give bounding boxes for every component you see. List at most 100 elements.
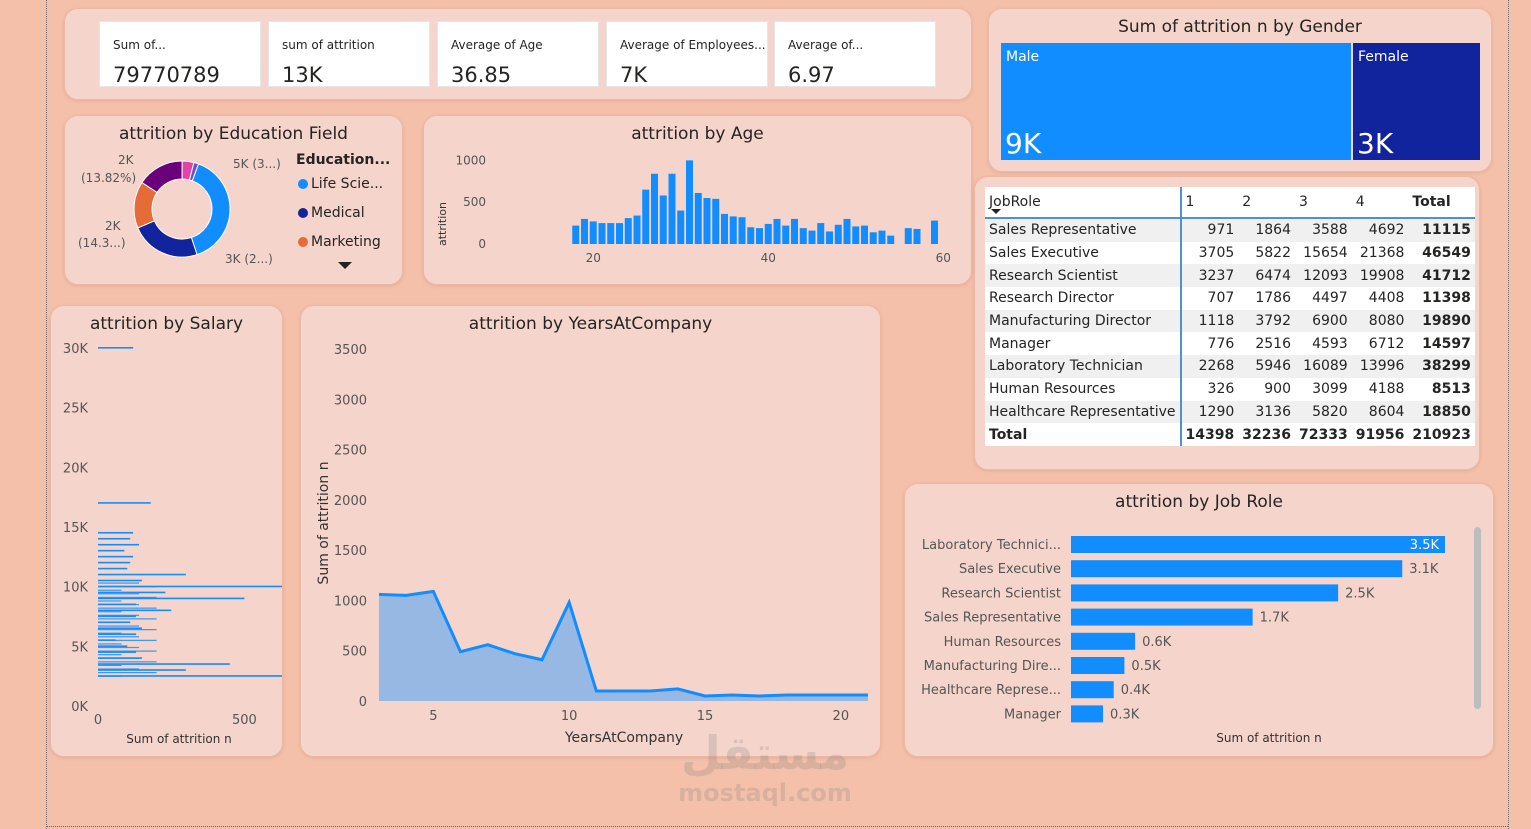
salary-bar [98, 650, 157, 652]
salary-bar [98, 639, 157, 641]
age-bar [773, 218, 781, 244]
matrix-row-label: Sales Executive [985, 241, 1182, 265]
salary-bar [98, 573, 186, 576]
jobrole-bar [1071, 584, 1339, 602]
jobrole-category-label: Healthcare Represe... [921, 683, 1061, 698]
kpi-value: 7K [620, 63, 648, 87]
years-area-chart[interactable]: YearsAtCompany Sum of attrition n 3500 30… [301, 306, 880, 756]
education-title: attrition by Education Field [119, 124, 348, 144]
legend-item-marketing[interactable]: Marketing [298, 234, 381, 250]
age-x-tick: 20 [586, 251, 601, 265]
age-bar-chart[interactable]: attrition 1000 500 0 20 40 60 [424, 116, 971, 284]
table-row: Research Scientist 3237 6474 12093 19908 4171… [985, 264, 1475, 288]
matrix-header-col[interactable]: 4 [1351, 187, 1409, 219]
years-y-tick: 2000 [334, 494, 367, 509]
jobrole-data-label: 1.7K [1260, 611, 1290, 626]
jobrole-bar [1071, 560, 1403, 578]
age-panel: attrition by Age attrition 1000 500 0 20 40 6… [423, 115, 972, 285]
matrix-header-col[interactable]: 1 [1180, 187, 1239, 219]
salary-bar [98, 347, 134, 349]
salary-bar [98, 589, 122, 591]
matrix-row-label: Total [985, 423, 1182, 446]
matrix-total-cell: 210923 [1412, 426, 1471, 443]
salary-bar [98, 531, 134, 534]
matrix-cell: 6900 [1294, 309, 1352, 333]
age-bar [694, 192, 702, 244]
jobrole-bar-chart[interactable]: Sum of attrition n Laboratory Technici..… [905, 484, 1493, 756]
matrix-cell: 1864 [1238, 218, 1295, 242]
matrix-header-col[interactable]: 2 [1238, 187, 1295, 219]
salary-bar [98, 671, 157, 674]
age-bar [703, 198, 711, 244]
age-bar [904, 228, 912, 244]
kpi-panel: Sum of... 79770789 sum of attrition 13K … [64, 8, 972, 100]
age-bar [607, 223, 615, 244]
salary-bar [98, 651, 137, 653]
salary-bar [98, 654, 122, 656]
salary-bar-chart[interactable]: Sum of attrition n 30K 25K 20K 15K 10K 5K 0K 0 5… [51, 306, 282, 756]
jobrole-data-label: 0.5K [1131, 659, 1161, 674]
gender-panel: Sum of attrition n by Gender Male 9K Fem… [988, 8, 1492, 172]
legend-item-medical[interactable]: Medical [298, 205, 365, 221]
jobrole-category-label: Manufacturing Dire... [924, 659, 1061, 674]
matrix-header-total[interactable]: Total [1408, 187, 1475, 219]
kpi-value: 79770789 [113, 63, 220, 87]
matrix-total-cell: 18850 [1408, 400, 1475, 424]
legend-item-life-sciences[interactable]: Life Scie... [298, 176, 383, 192]
salary-bar [98, 629, 157, 631]
salary-bar [98, 597, 245, 600]
matrix-cell: 3099 [1312, 381, 1348, 398]
slice-label-life: 5K (3...) [233, 157, 281, 171]
matrix-header-jobrole-label: JobRole [989, 194, 1041, 210]
matrix-cell: 3237 [1180, 264, 1239, 288]
salary-bar [98, 618, 157, 620]
salary-bar [98, 625, 139, 627]
age-bar [712, 198, 720, 244]
matrix-total-cell: 38299 [1408, 355, 1475, 378]
years-y-tick: 500 [342, 645, 367, 660]
matrix-cell: 19908 [1351, 264, 1409, 288]
matrix-cell: 4692 [1351, 218, 1409, 242]
legend-dot [298, 179, 308, 189]
education-donut-chart[interactable]: 5K (3...) 3K (2...) 2K (14.3...) 2K (13.… [65, 134, 295, 284]
age-bar [738, 217, 746, 244]
matrix-cell: 3136 [1238, 400, 1295, 424]
slice-label-marketing-pct: (14.3...) [78, 236, 126, 250]
age-x-tick: 40 [761, 251, 776, 265]
jobrole-title: attrition by Job Role [1115, 492, 1283, 512]
jobrole-category-label: Manager [1004, 707, 1062, 722]
matrix-cell: 72333 [1298, 426, 1348, 443]
salary-y-tick: 30K [63, 342, 89, 357]
age-title: attrition by Age [631, 124, 764, 144]
matrix-cell: 1786 [1255, 290, 1291, 307]
kpi-card-employees[interactable]: Average of Employees... 7K [606, 21, 768, 87]
salary-x-axis-label: Sum of attrition n [126, 732, 232, 746]
slice-label-medical: 3K (2...) [225, 252, 273, 266]
matrix-header-col[interactable]: 3 [1294, 187, 1352, 219]
matrix-cell: 15654 [1303, 245, 1348, 262]
kpi-card-age[interactable]: Average of Age 36.85 [437, 21, 599, 87]
salary-y-tick: 25K [63, 402, 89, 417]
kpi-card-salary[interactable]: Sum of... 79770789 [99, 21, 261, 87]
gender-male-box[interactable]: Male 9K [1001, 43, 1351, 160]
salary-bar [98, 611, 122, 613]
salary-bar [98, 537, 131, 540]
legend-scroll-down-icon[interactable] [338, 262, 352, 269]
matrix-cell: 8080 [1351, 309, 1409, 333]
age-bar [756, 228, 763, 244]
years-x-tick: 10 [561, 709, 578, 724]
slice-label-marketing-value: 2K [105, 219, 122, 233]
salary-bar [98, 664, 122, 667]
kpi-card-years[interactable]: Average of... 6.97 [774, 21, 936, 87]
jobrole-scrollbar[interactable] [1474, 527, 1481, 709]
jobrole-category-label: Laboratory Technici... [922, 538, 1061, 553]
matrix-header-jobrole[interactable]: JobRole [985, 187, 1182, 219]
years-y-axis-label: Sum of attrition n [316, 461, 332, 584]
table-row: Manager 776 2516 4593 6712 14597 [985, 332, 1475, 356]
gender-title: Sum of attrition n by Gender [1118, 17, 1362, 37]
sort-down-icon[interactable] [991, 209, 1001, 214]
matrix-row-label: Laboratory Technician [985, 355, 1182, 378]
matrix-cell: 900 [1264, 381, 1291, 398]
kpi-card-attrition[interactable]: sum of attrition 13K [268, 21, 430, 87]
gender-female-box[interactable]: Female 3K [1353, 43, 1480, 160]
